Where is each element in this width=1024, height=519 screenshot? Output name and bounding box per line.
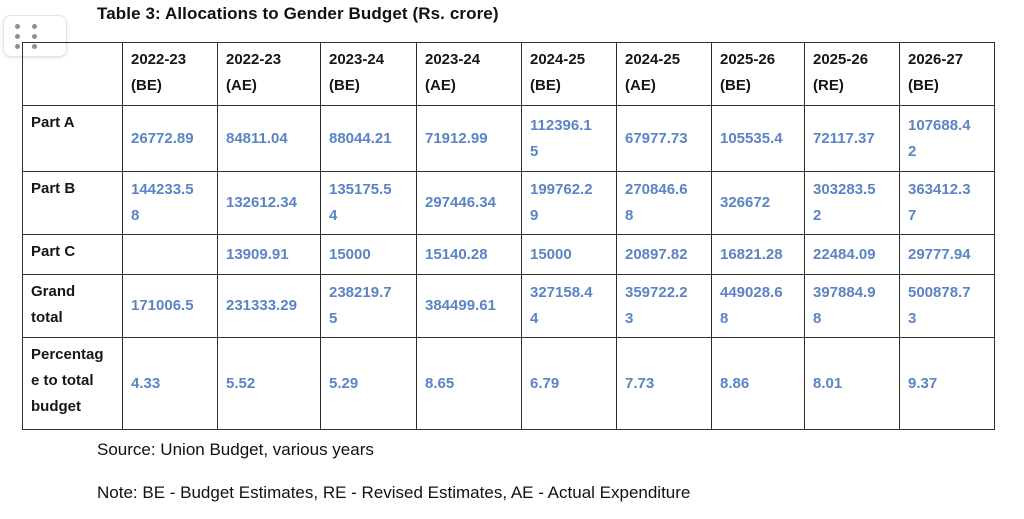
- column-header-2024-25-be: 2024-25 (BE): [521, 42, 617, 106]
- value-cell: 359722.23: [616, 274, 712, 338]
- value-cell: 8.86: [711, 337, 805, 430]
- value-cell: 327158.44: [521, 274, 617, 338]
- value-cell: 13909.91: [217, 234, 321, 275]
- column-header-2026-27-be: 2026-27 (BE): [899, 42, 995, 106]
- value-cell: 26772.89: [122, 105, 218, 172]
- value-cell: 6.79: [521, 337, 617, 430]
- value-cell: 112396.15: [521, 105, 617, 172]
- value-cell: 270846.68: [616, 171, 712, 235]
- value-cell: 326672: [711, 171, 805, 235]
- value-cell: 22484.09: [804, 234, 900, 275]
- column-header-empty: [22, 42, 123, 106]
- value-cell: 8.01: [804, 337, 900, 430]
- value-cell: 171006.5: [122, 274, 218, 338]
- gender-budget-table: 2022-23 (BE) 2022-23 (AE) 2023-24 (BE) 2…: [22, 42, 995, 430]
- abbreviation-note: Note: BE - Budget Estimates, RE - Revise…: [97, 483, 691, 502]
- value-cell: 15140.28: [416, 234, 522, 275]
- value-cell: 135175.54: [320, 171, 417, 235]
- value-cell: 84811.04: [217, 105, 321, 172]
- table-title: Table 3: Allocations to Gender Budget (R…: [97, 4, 499, 23]
- value-cell: 384499.61: [416, 274, 522, 338]
- value-cell: 105535.4: [711, 105, 805, 172]
- value-cell: 500878.73: [899, 274, 995, 338]
- value-cell: 363412.37: [899, 171, 995, 235]
- value-cell: 449028.68: [711, 274, 805, 338]
- table-row-part-b: Part B 144233.58 132612.34 135175.54 297…: [22, 171, 995, 235]
- value-cell: 231333.29: [217, 274, 321, 338]
- table-row-part-a: Part A 26772.89 84811.04 88044.21 71912.…: [22, 105, 995, 172]
- value-cell: 8.65: [416, 337, 522, 430]
- row-label: Percentage to total budget: [22, 337, 123, 430]
- table-row-percentage: Percentage to total budget 4.33 5.52 5.2…: [22, 337, 995, 430]
- column-header-2025-26-re: 2025-26 (RE): [804, 42, 900, 106]
- column-header-2022-23-ae: 2022-23 (AE): [217, 42, 321, 106]
- value-cell: 5.29: [320, 337, 417, 430]
- value-cell: 132612.34: [217, 171, 321, 235]
- row-label: Part C: [22, 234, 123, 275]
- value-cell: 9.37: [899, 337, 995, 430]
- column-header-2025-26-be: 2025-26 (BE): [711, 42, 805, 106]
- column-header-2023-24-be: 2023-24 (BE): [320, 42, 417, 106]
- value-cell: 238219.75: [320, 274, 417, 338]
- value-cell: 303283.52: [804, 171, 900, 235]
- value-cell: 15000: [521, 234, 617, 275]
- row-label: Grand total: [22, 274, 123, 338]
- table-row-grand-total: Grand total 171006.5 231333.29 238219.75…: [22, 274, 995, 338]
- value-cell: 72117.37: [804, 105, 900, 172]
- row-label: Part A: [22, 105, 123, 172]
- value-cell: 297446.34: [416, 171, 522, 235]
- value-cell: 88044.21: [320, 105, 417, 172]
- table-row-part-c: Part C 13909.91 15000 15140.28 15000 208…: [22, 234, 995, 275]
- value-cell: 16821.28: [711, 234, 805, 275]
- value-cell-empty: [122, 234, 218, 275]
- column-header-2024-25-ae: 2024-25 (AE): [616, 42, 712, 106]
- column-header-2022-23-be: 2022-23 (BE): [122, 42, 218, 106]
- value-cell: 144233.58: [122, 171, 218, 235]
- value-cell: 199762.29: [521, 171, 617, 235]
- source-note: Source: Union Budget, various years: [97, 440, 374, 459]
- row-label: Part B: [22, 171, 123, 235]
- value-cell: 29777.94: [899, 234, 995, 275]
- value-cell: 5.52: [217, 337, 321, 430]
- value-cell: 107688.42: [899, 105, 995, 172]
- column-header-2023-24-ae: 2023-24 (AE): [416, 42, 522, 106]
- value-cell: 4.33: [122, 337, 218, 430]
- value-cell: 15000: [320, 234, 417, 275]
- value-cell: 397884.98: [804, 274, 900, 338]
- value-cell: 71912.99: [416, 105, 522, 172]
- value-cell: 20897.82: [616, 234, 712, 275]
- value-cell: 7.73: [616, 337, 712, 430]
- header-row: 2022-23 (BE) 2022-23 (AE) 2023-24 (BE) 2…: [22, 42, 995, 106]
- value-cell: 67977.73: [616, 105, 712, 172]
